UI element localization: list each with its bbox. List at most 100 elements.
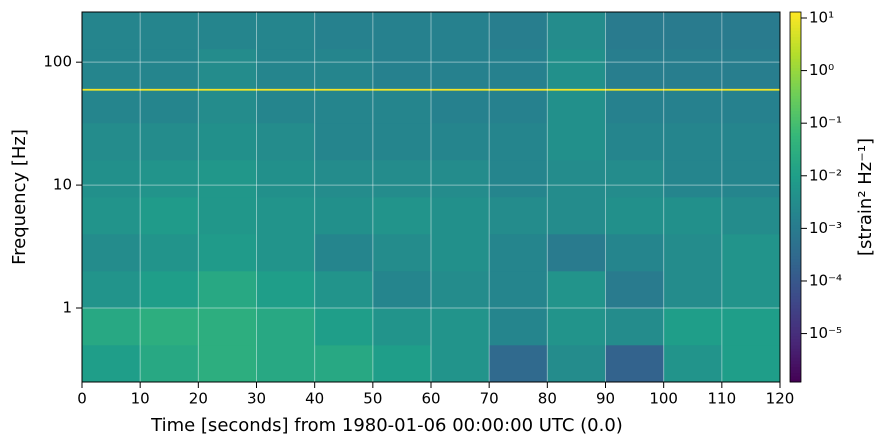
cell <box>489 123 548 161</box>
colorbar-strip <box>790 341 801 346</box>
colorbar-strip <box>790 39 801 44</box>
cell <box>431 12 490 50</box>
colorbar-tick-label: 10¹ <box>809 8 834 26</box>
cell <box>372 90 432 124</box>
cell <box>489 160 548 198</box>
cell <box>198 160 257 198</box>
cell <box>256 49 315 89</box>
x-tick-label: 110 <box>708 390 737 408</box>
cell <box>256 308 315 346</box>
cell <box>431 234 490 272</box>
cell <box>198 12 257 50</box>
cell <box>140 308 199 346</box>
colorbar-strip <box>790 104 801 109</box>
cell <box>431 88 490 91</box>
cell <box>314 90 374 124</box>
y-tick-label: 100 <box>43 53 72 71</box>
colorbar-strip <box>790 209 801 213</box>
cell <box>663 90 723 124</box>
colorbar-strip <box>790 107 801 112</box>
cell <box>721 49 781 89</box>
y-tick-label: 10 <box>53 176 72 194</box>
x-tick-label: 0 <box>77 390 87 408</box>
colorbar-strip <box>790 243 801 247</box>
colorbar-strip <box>790 178 801 183</box>
cell <box>198 123 257 161</box>
heatmap <box>82 12 781 383</box>
cell <box>198 49 257 89</box>
colorbar-strip <box>790 113 801 118</box>
colorbar-strip <box>790 378 801 383</box>
colorbar-strip <box>790 119 801 124</box>
cell <box>372 88 432 91</box>
colorbar-strip <box>790 215 801 220</box>
cell <box>663 49 723 89</box>
cell <box>82 308 141 346</box>
cell <box>82 12 141 50</box>
colorbar-strip <box>790 169 801 173</box>
cell <box>314 345 374 383</box>
cell <box>140 88 199 91</box>
cell <box>140 123 199 161</box>
colorbar-tick-label: 10⁻¹ <box>809 114 842 132</box>
colorbar-strip <box>790 141 801 146</box>
cell <box>372 345 432 383</box>
cell <box>256 160 315 198</box>
colorbar-strip <box>790 197 801 201</box>
cell <box>721 12 781 50</box>
colorbar-strip <box>790 335 801 340</box>
cell <box>663 123 723 161</box>
y-tick-label: 1 <box>62 299 72 317</box>
colorbar-strip <box>790 18 801 22</box>
colorbar-strip <box>790 308 801 312</box>
colorbar-strip <box>790 132 801 136</box>
colorbar-strip <box>790 357 801 361</box>
cell <box>663 88 723 91</box>
colorbar-strip <box>790 267 801 272</box>
cell <box>198 88 257 91</box>
cell <box>256 197 315 235</box>
cell <box>431 90 490 124</box>
colorbar-strip <box>790 304 801 309</box>
cell <box>314 88 374 91</box>
colorbar-strip <box>790 150 801 155</box>
x-tick-label: 80 <box>538 390 557 408</box>
colorbar-tick-label: 10⁻³ <box>809 219 842 237</box>
cell <box>605 12 664 50</box>
colorbar-strip <box>790 301 801 306</box>
cell <box>198 197 257 235</box>
cell <box>605 345 664 383</box>
colorbar-strip <box>790 184 801 189</box>
cell <box>605 271 664 309</box>
cell <box>256 234 315 272</box>
colorbar-strip <box>790 329 801 334</box>
cell <box>140 12 199 50</box>
colorbar-strip <box>790 98 801 102</box>
cell <box>431 49 490 89</box>
colorbar-strip <box>790 332 801 337</box>
colorbar-strip <box>790 261 801 266</box>
cell <box>547 197 606 235</box>
colorbar-strip <box>790 135 801 139</box>
colorbar-strip <box>790 289 801 294</box>
colorbar-strip <box>790 314 801 318</box>
cell <box>198 234 257 272</box>
x-tick-label: 40 <box>305 390 324 408</box>
colorbar-strip <box>790 311 801 315</box>
cell <box>82 271 141 309</box>
x-axis-label: Time [seconds] from 1980-01-06 00:00:00 … <box>150 415 623 436</box>
cell <box>663 234 723 272</box>
cell <box>314 160 374 198</box>
cell <box>256 88 315 91</box>
cell <box>489 308 548 346</box>
cell <box>256 12 315 50</box>
cell <box>605 160 664 198</box>
cell <box>314 123 374 161</box>
colorbar-strip <box>790 101 801 105</box>
colorbar-strip <box>790 86 801 90</box>
colorbar-strip <box>790 110 801 115</box>
colorbar-strip <box>790 187 801 192</box>
colorbar-strip <box>790 283 801 287</box>
cell <box>256 90 315 124</box>
x-tick-label: 30 <box>247 390 266 408</box>
